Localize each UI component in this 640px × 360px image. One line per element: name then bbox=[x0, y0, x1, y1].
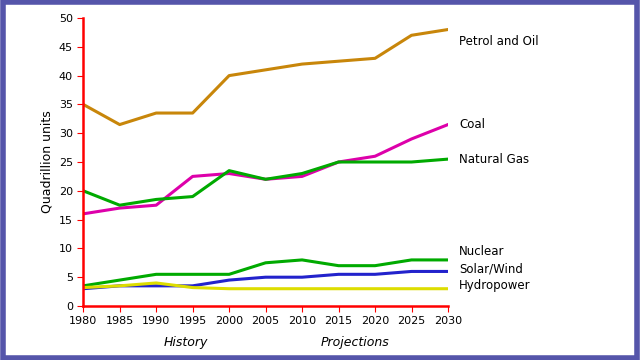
Text: Petrol and Oil: Petrol and Oil bbox=[459, 35, 539, 48]
Text: Projections: Projections bbox=[321, 336, 390, 348]
Text: History: History bbox=[163, 336, 208, 348]
Text: Solar/Wind: Solar/Wind bbox=[459, 262, 523, 275]
Text: Nuclear: Nuclear bbox=[459, 245, 504, 258]
Text: Hydropower: Hydropower bbox=[459, 279, 531, 292]
Text: Coal: Coal bbox=[459, 118, 485, 131]
Y-axis label: Quadrillion units: Quadrillion units bbox=[40, 111, 53, 213]
Text: Natural Gas: Natural Gas bbox=[459, 153, 529, 166]
